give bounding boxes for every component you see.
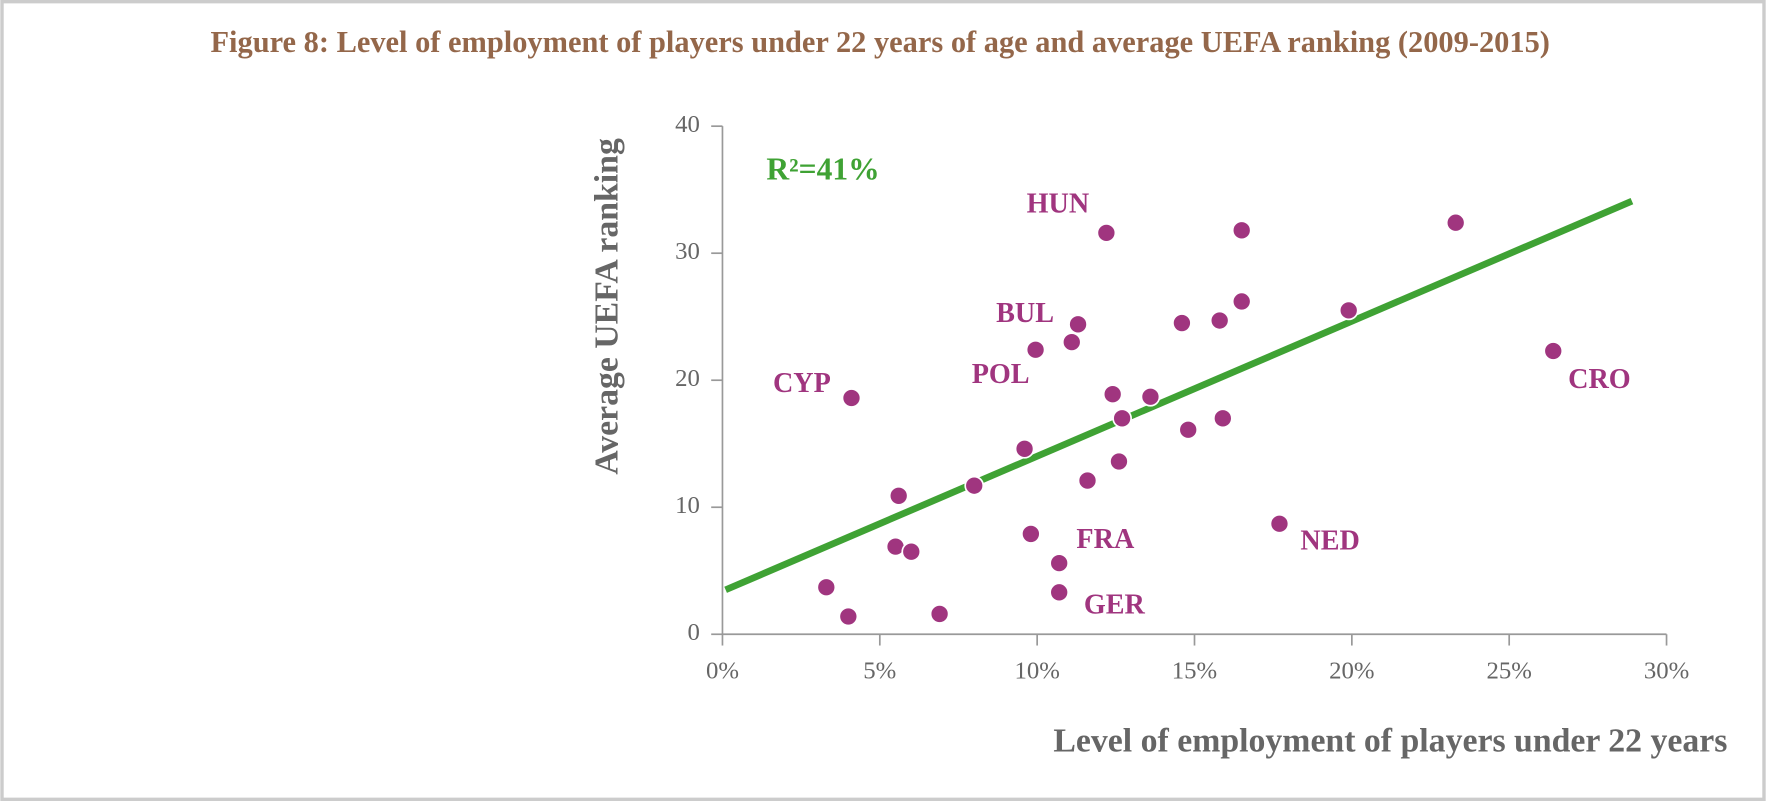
point <box>1212 408 1233 429</box>
point <box>964 475 985 496</box>
x-tick-label: 25% <box>1486 657 1531 684</box>
point <box>1068 314 1088 335</box>
point <box>1172 313 1192 333</box>
point-label: GER <box>1084 589 1146 620</box>
point <box>841 388 862 408</box>
y-tick-label: 10 <box>675 492 700 519</box>
x-tick-label: 15% <box>1172 657 1217 684</box>
point <box>1049 582 1070 603</box>
point <box>1014 438 1035 459</box>
point <box>1445 212 1466 233</box>
trend-line <box>724 198 1634 593</box>
point-label: BUL <box>996 298 1054 329</box>
point <box>1178 419 1199 440</box>
point <box>1061 332 1082 352</box>
x-tick-label: 0% <box>706 657 739 684</box>
x-tick-label: 5% <box>863 657 896 684</box>
point-label: CRO <box>1568 364 1631 395</box>
point <box>838 606 859 627</box>
point <box>1109 451 1129 472</box>
point <box>901 541 922 562</box>
point <box>1231 291 1252 312</box>
point <box>1049 553 1070 573</box>
point <box>929 604 950 624</box>
y-tick-label: 30 <box>675 238 700 265</box>
y-tick-label: 20 <box>675 365 700 392</box>
point <box>1543 341 1564 361</box>
x-axis-title: Level of employment of players under 22 … <box>1053 722 1727 759</box>
annotation: R²=41% <box>766 152 879 187</box>
point-label: CYP <box>773 368 831 399</box>
point <box>1102 384 1123 405</box>
point <box>1209 310 1230 331</box>
point-label: NED <box>1300 525 1359 556</box>
y-axis-title: Average UEFA ranking <box>589 138 626 475</box>
point-label: HUN <box>1027 188 1090 219</box>
x-tick-label: 20% <box>1329 657 1374 684</box>
point <box>1140 386 1161 407</box>
y-tick-label: 40 <box>675 111 700 138</box>
y-tick-label: 0 <box>688 619 700 646</box>
point <box>1269 513 1290 534</box>
point <box>1231 220 1252 241</box>
point-label: POL <box>972 359 1030 390</box>
x-tick-label: 10% <box>1014 657 1059 684</box>
point <box>816 577 837 598</box>
x-tick-label: 30% <box>1644 657 1689 684</box>
point <box>888 485 909 506</box>
point <box>1338 300 1359 321</box>
point <box>1021 524 1041 544</box>
point <box>1112 408 1132 429</box>
point <box>1096 223 1117 243</box>
point-label: FRA <box>1076 524 1135 555</box>
point <box>1077 470 1098 491</box>
chart-title: Figure 8: Level of employment of players… <box>210 25 1549 59</box>
point <box>1025 339 1046 360</box>
